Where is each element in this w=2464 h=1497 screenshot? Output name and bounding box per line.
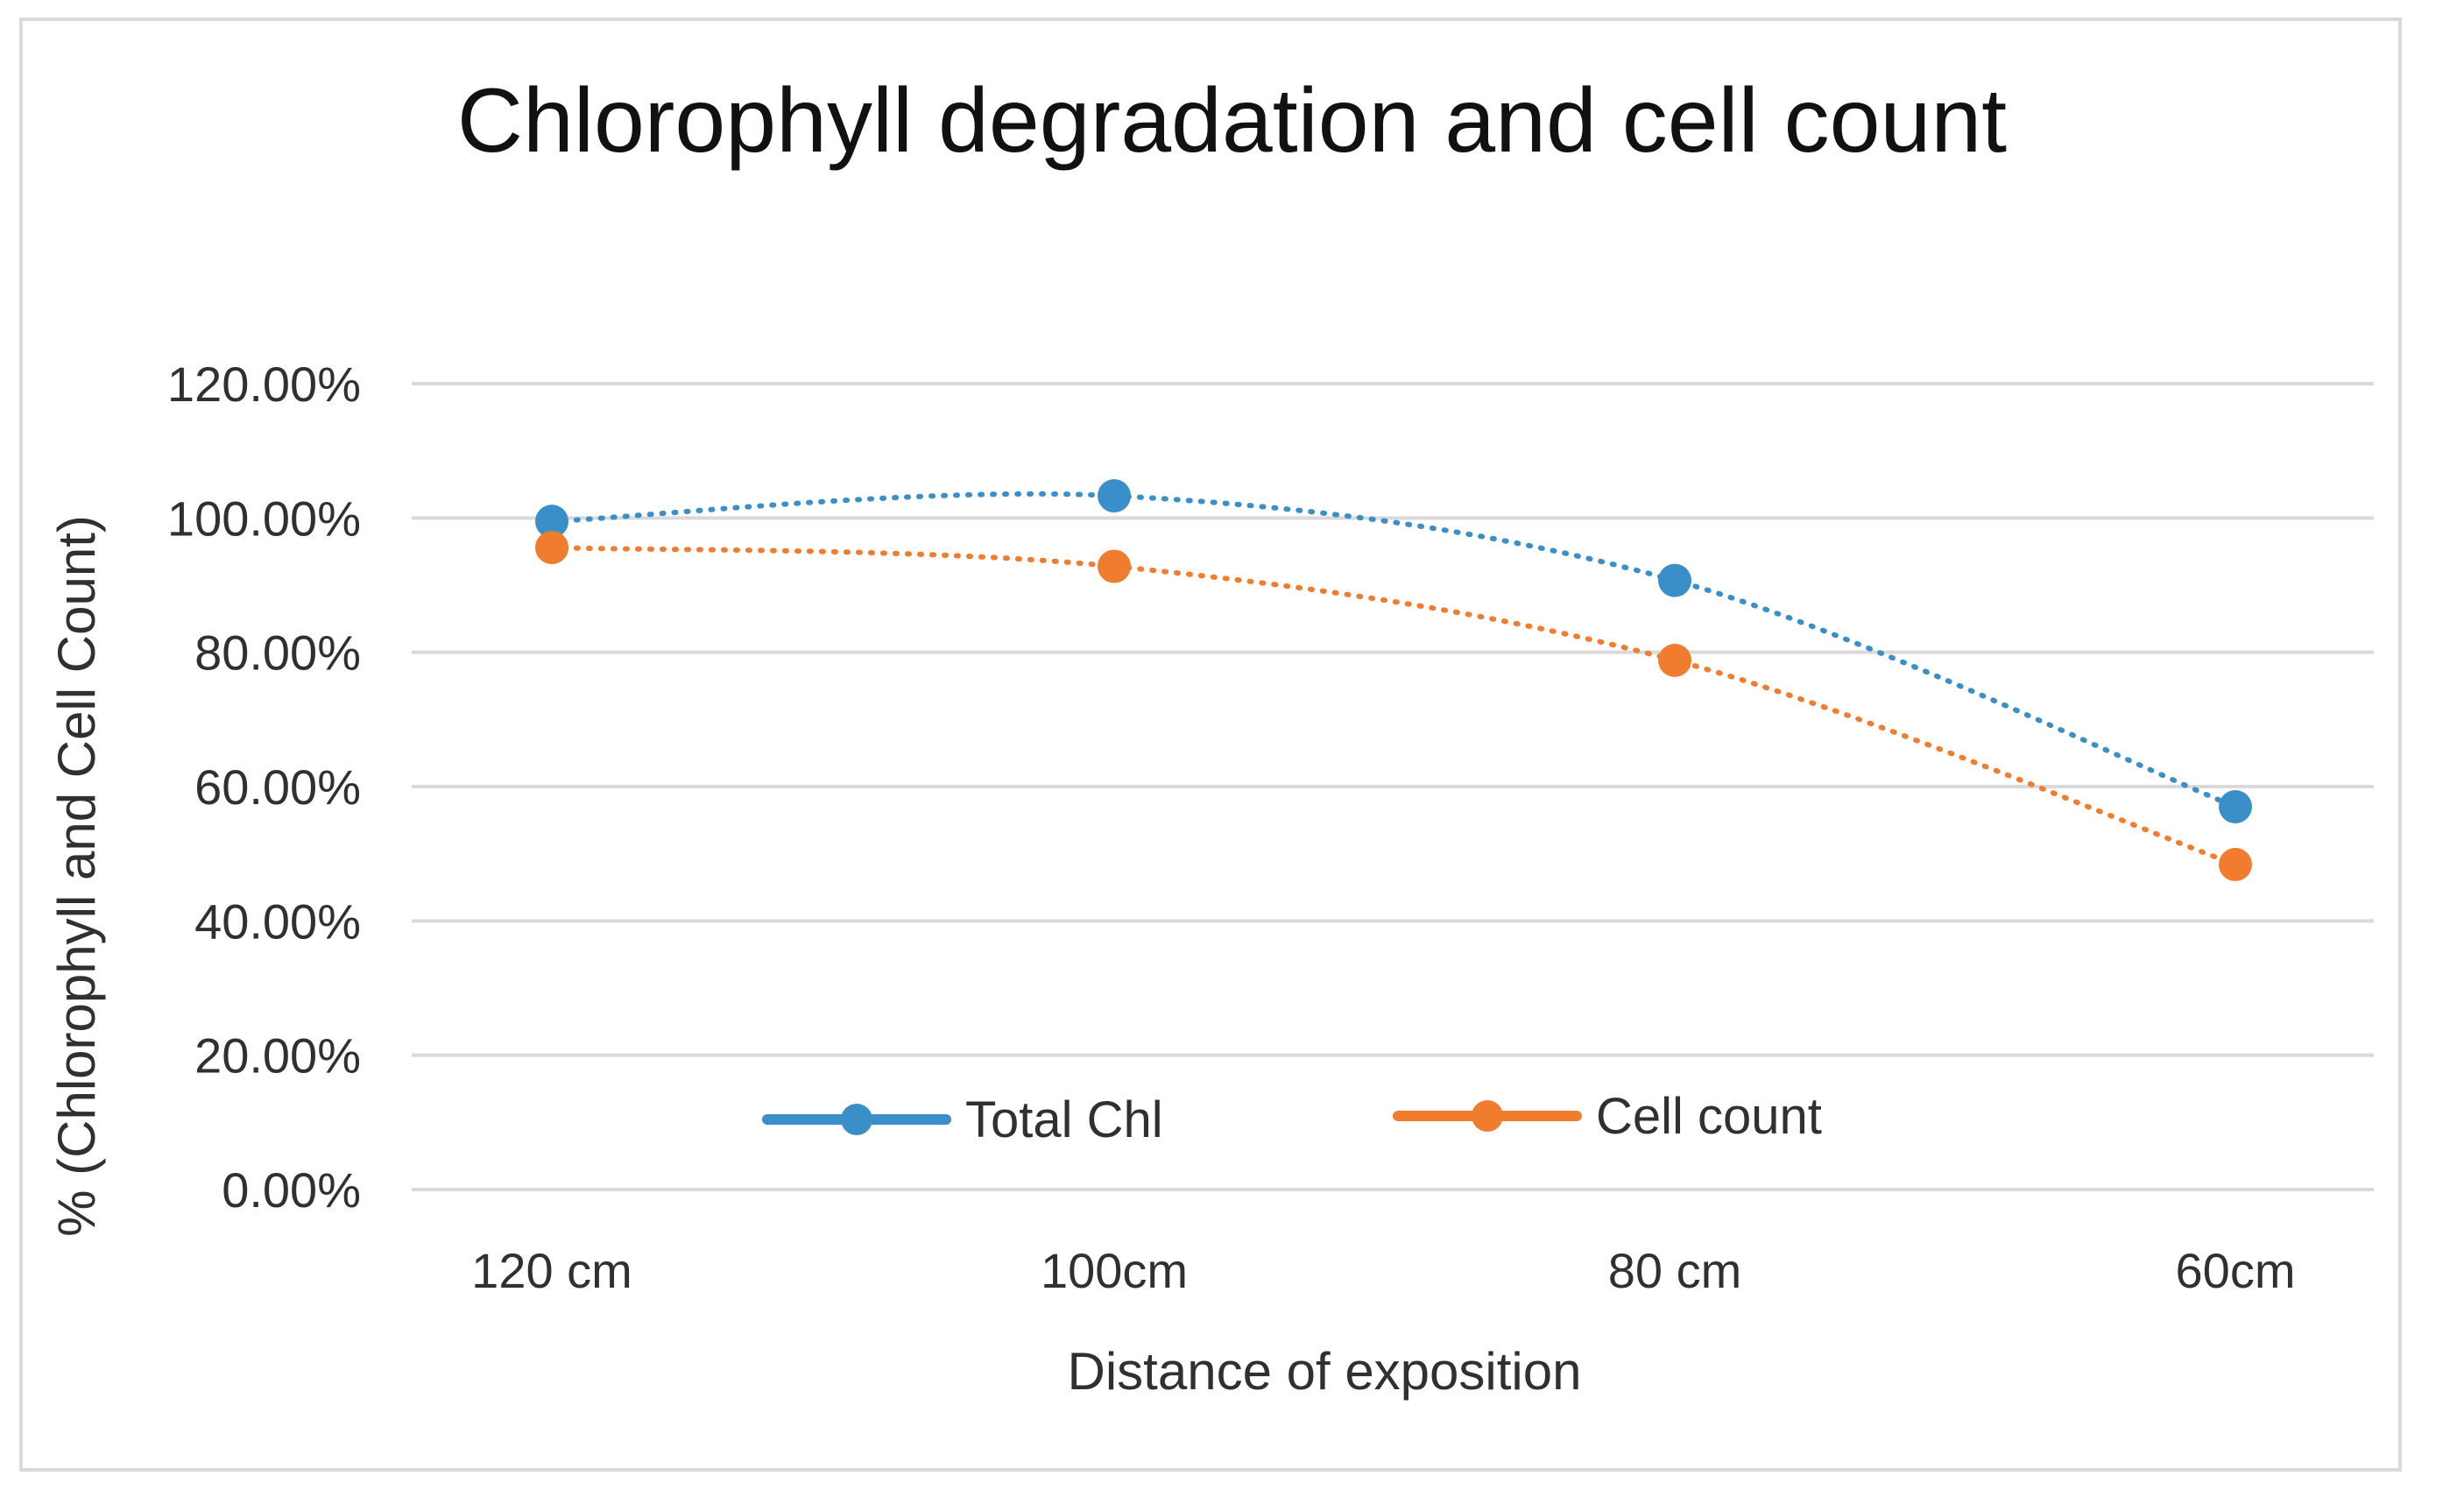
- series-total-chl: [535, 479, 2252, 823]
- legend-marker: [841, 1104, 872, 1135]
- gridlines: [412, 382, 2374, 1191]
- y-tick-label: 120.00%: [167, 357, 361, 412]
- y-tick-label: 100.00%: [167, 491, 361, 546]
- y-tick-label: 60.00%: [194, 759, 361, 815]
- data-point: [2219, 790, 2252, 823]
- data-point: [1658, 563, 1691, 597]
- chart-title: Chlorophyll degradation and cell count: [456, 70, 2008, 172]
- series-cell-count: [535, 531, 2252, 881]
- x-axis-tick-labels: 120 cm 100cm 80 cm 60cm: [471, 1243, 2295, 1298]
- data-point: [1098, 549, 1131, 583]
- series-lines: [535, 479, 2252, 881]
- data-point: [535, 505, 568, 539]
- y-axis-tick-labels: 0.00% 20.00% 40.00% 60.00% 80.00% 100.00% 120.…: [167, 357, 361, 1218]
- legend-item: Total Chl: [762, 1091, 1163, 1148]
- legend-item: Cell count: [1393, 1088, 1822, 1145]
- series-line: [549, 545, 2238, 867]
- x-tick-label: 100cm: [1041, 1243, 1188, 1298]
- data-point: [2219, 847, 2252, 881]
- y-tick-label: 0.00%: [222, 1162, 361, 1218]
- y-tick-label: 20.00%: [194, 1028, 361, 1084]
- legend-marker: [1472, 1100, 1503, 1132]
- y-tick-label: 80.00%: [194, 625, 361, 681]
- series-line: [549, 491, 2238, 809]
- data-point: [1658, 643, 1691, 677]
- y-tick-label: 40.00%: [194, 893, 361, 949]
- x-axis-label: Distance of exposition: [1068, 1342, 1582, 1401]
- chart-frame: [19, 18, 2402, 1472]
- x-tick-label: 80 cm: [1608, 1243, 1742, 1298]
- y-axis-label: % (Chlorophyll and Cell Count): [47, 515, 106, 1237]
- data-point: [535, 531, 568, 565]
- legend-label: Total Chl: [965, 1091, 1163, 1148]
- legend: Total Chl Cell count: [762, 1088, 1822, 1148]
- x-tick-label: 60cm: [2176, 1243, 2296, 1298]
- data-point: [1098, 479, 1131, 513]
- x-tick-label: 120 cm: [471, 1243, 632, 1298]
- legend-label: Cell count: [1596, 1088, 1822, 1145]
